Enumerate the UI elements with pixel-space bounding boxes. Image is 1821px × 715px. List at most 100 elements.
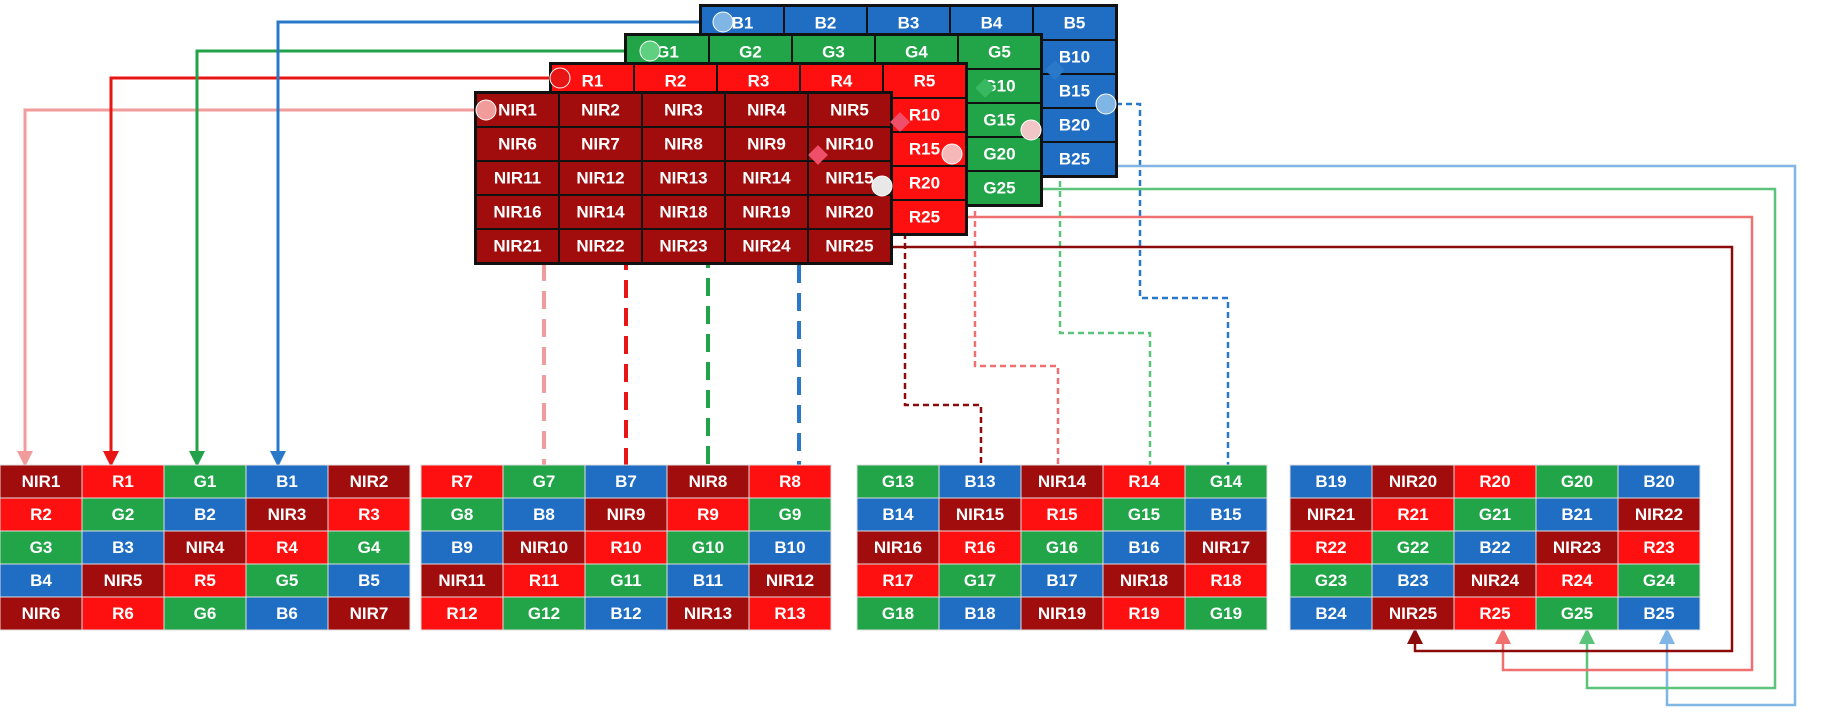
- mosaic-cell: [666, 464, 750, 499]
- mosaic-cell: [163, 563, 247, 598]
- pixel-label: R4: [831, 71, 853, 90]
- mosaic-label: NIR7: [350, 604, 389, 623]
- pixel-label: R3: [748, 71, 770, 90]
- pixel-label: NIR10: [825, 134, 873, 153]
- mosaic-label: G23: [1315, 571, 1347, 590]
- mosaic-label: NIR1: [22, 472, 61, 491]
- mosaic-label: B16: [1128, 538, 1159, 557]
- mosaic-label: NIR3: [268, 505, 307, 524]
- mosaic-label: NIR5: [104, 571, 143, 590]
- pixel-label: G4: [905, 42, 928, 61]
- mosaic-label: NIR2: [350, 472, 389, 491]
- mosaic-cell: [0, 497, 83, 532]
- mosaic-cell: [856, 596, 940, 631]
- pixel-label: G20: [983, 144, 1015, 163]
- connector-arrow: [964, 215, 1754, 672]
- pixel-label: B4: [981, 13, 1003, 32]
- mosaic-label: B18: [964, 604, 995, 623]
- mosaic-cell: [666, 563, 750, 598]
- pixel-label: NIR20: [825, 202, 873, 221]
- connector-arrow: [270, 20, 723, 467]
- mosaic-label: R18: [1210, 571, 1241, 590]
- mosaic-cell: [1020, 497, 1104, 532]
- mosaic-label: R12: [446, 604, 477, 623]
- mosaic-label: G19: [1210, 604, 1242, 623]
- pixel-label: B25: [1059, 149, 1090, 168]
- mosaic-label: R14: [1128, 472, 1160, 491]
- pixel-label: NIR13: [659, 168, 707, 187]
- mosaic-label: G22: [1397, 538, 1429, 557]
- mosaic-cell: [1184, 563, 1268, 598]
- mosaic-cell: [584, 464, 668, 499]
- mosaic-label: B3: [112, 538, 134, 557]
- pixel-label: R10: [909, 105, 940, 124]
- pixel-label: NIR23: [659, 236, 707, 255]
- mosaic-cell: [245, 596, 329, 631]
- mosaic-label: B21: [1561, 505, 1592, 524]
- mosaic-label: B4: [30, 571, 52, 590]
- pixel-label: R1: [582, 71, 604, 90]
- mosaic-label: R3: [358, 505, 380, 524]
- pixel-label: NIR2: [581, 100, 620, 119]
- mosaic-label: B24: [1315, 604, 1347, 623]
- mosaic-cell: [1535, 530, 1619, 565]
- mosaic-label: NIR10: [520, 538, 568, 557]
- mosaic-cell: [1371, 563, 1455, 598]
- mosaic-label: R22: [1315, 538, 1346, 557]
- pixel-cell: [475, 126, 560, 162]
- mosaic-label: B14: [882, 505, 914, 524]
- mosaic-cell: [245, 497, 329, 532]
- mosaic-cell: [327, 596, 411, 631]
- mosaic-label: G3: [30, 538, 53, 557]
- pixel-label: NIR6: [498, 134, 537, 153]
- mosaic-cell: [748, 596, 832, 631]
- mosaic-label: B12: [610, 604, 641, 623]
- mosaic-label: NIR23: [1553, 538, 1601, 557]
- mosaic-label: B25: [1643, 604, 1674, 623]
- mosaic-label: G2: [112, 505, 135, 524]
- pixel-label: B3: [898, 13, 920, 32]
- mosaic-label: NIR22: [1635, 505, 1683, 524]
- mosaic-label: NIR16: [874, 538, 922, 557]
- connector-start: [712, 11, 734, 33]
- connector-start: [871, 175, 893, 197]
- pixel-label: G2: [739, 42, 762, 61]
- mosaic-cell: [1617, 563, 1701, 598]
- connector-start: [549, 67, 571, 89]
- pixel-cell: [475, 160, 560, 196]
- mosaic-label: NIR8: [689, 472, 728, 491]
- mosaic-cell: [748, 497, 832, 532]
- mosaic-label: NIR18: [1120, 571, 1168, 590]
- mosaic-cell: [245, 464, 329, 499]
- connector-arrow: [17, 108, 486, 467]
- mosaic-label: G13: [882, 472, 914, 491]
- pixel-label: NIR4: [747, 100, 786, 119]
- mosaic-cell: [1102, 497, 1186, 532]
- mosaic-label: G10: [692, 538, 724, 557]
- mosaic-cell: [666, 530, 750, 565]
- mosaic-cell: [502, 563, 586, 598]
- pixel-label: R25: [909, 207, 940, 226]
- mosaic-cell: [1020, 563, 1104, 598]
- connector-arrow: [892, 245, 1734, 653]
- mosaic-cell: [1453, 464, 1537, 499]
- mosaic-cell: [1102, 464, 1186, 499]
- mosaic-cell: [1617, 497, 1701, 532]
- pixel-label: NIR7: [581, 134, 620, 153]
- pixel-label: R15: [909, 139, 940, 158]
- mosaic-cell: [1535, 563, 1619, 598]
- mosaic-label: R2: [30, 505, 52, 524]
- mosaic-cell: [1371, 596, 1455, 631]
- pixel-label: B1: [732, 13, 754, 32]
- mosaic-cell: [81, 563, 165, 598]
- mosaic-cell: [327, 563, 411, 598]
- pixel-cell: [724, 228, 809, 264]
- connector-arrow: [1031, 128, 1158, 512]
- pixel-cell: [807, 92, 892, 128]
- mosaic-cell: [1371, 464, 1455, 499]
- pixel-cell: [558, 228, 643, 264]
- connector-start: [639, 40, 661, 62]
- mosaic-cell: [1617, 596, 1701, 631]
- mosaic-label: R7: [451, 472, 473, 491]
- mosaic-cell: [1289, 530, 1373, 565]
